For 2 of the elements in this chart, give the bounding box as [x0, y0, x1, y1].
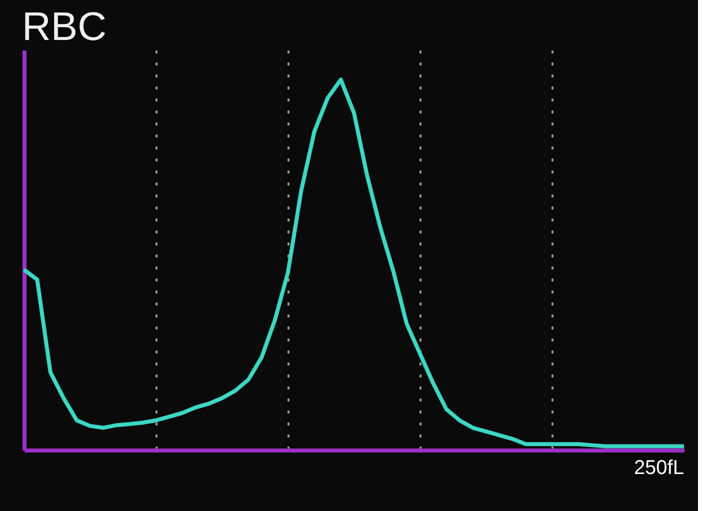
- chart-title: RBC: [22, 5, 106, 49]
- text: 250fL: [634, 457, 684, 479]
